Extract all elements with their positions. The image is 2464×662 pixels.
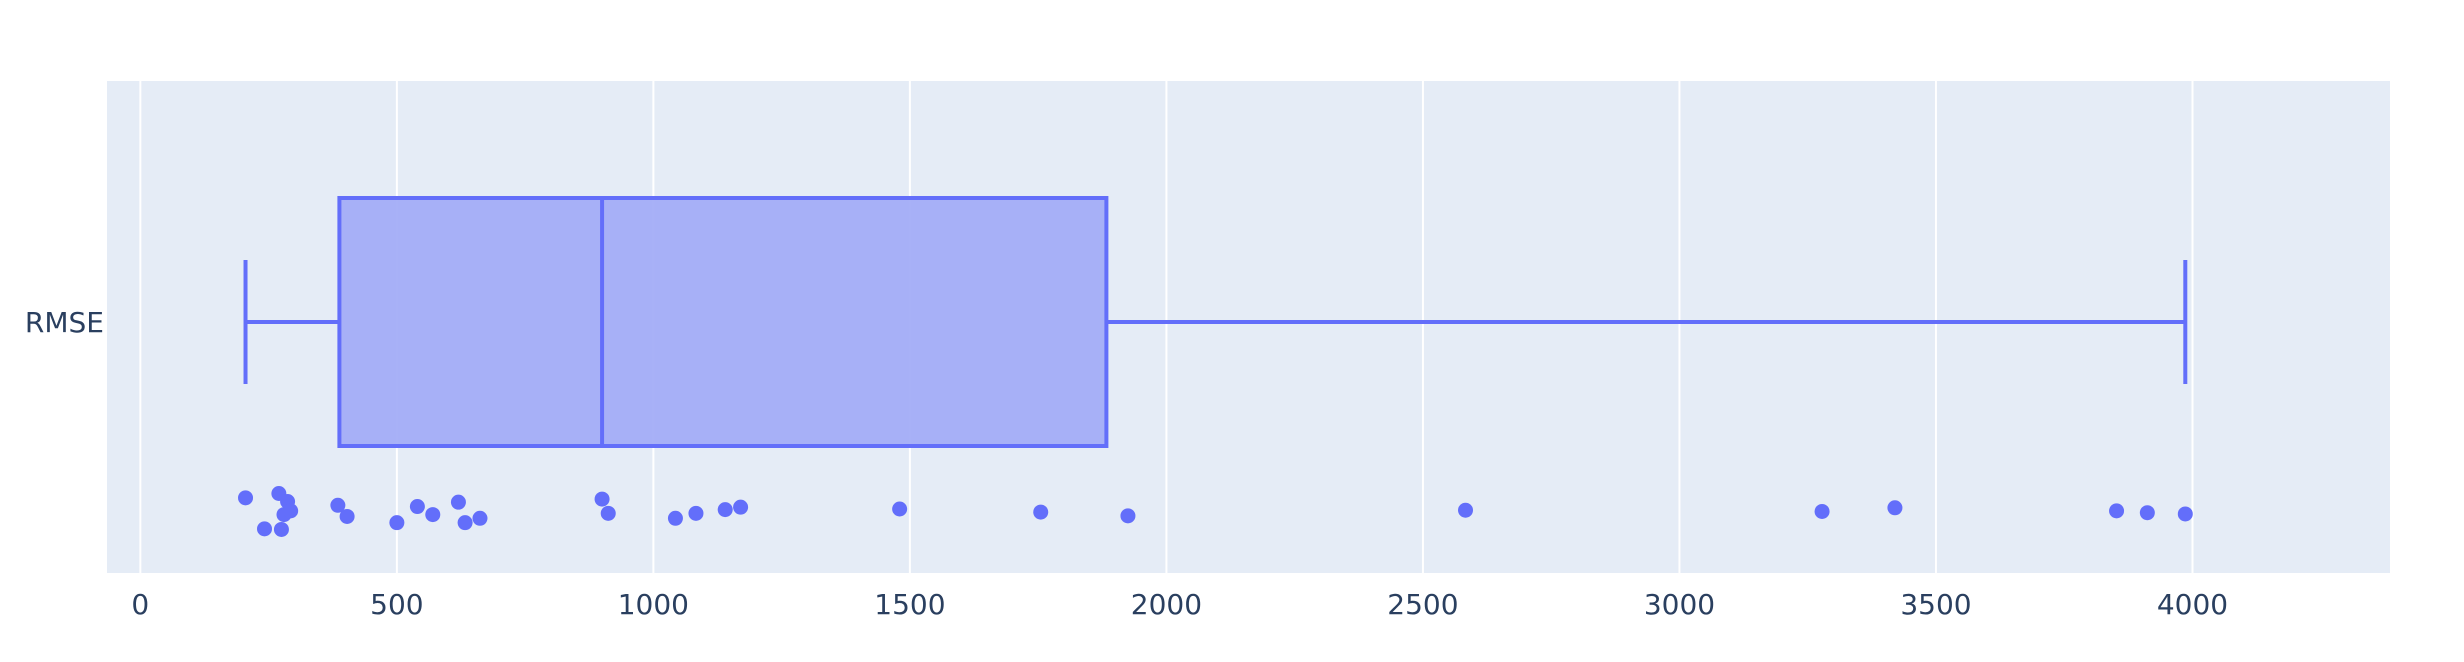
x-tick-label: 0 [131, 588, 149, 621]
data-point [425, 507, 441, 523]
data-point [450, 494, 466, 510]
data-point [273, 521, 289, 537]
data-point [717, 502, 733, 518]
data-point [1814, 503, 1830, 519]
data-point [409, 499, 425, 515]
x-axis-tick-labels: 0 500 1000 1500 2000 2500 3000 3500 4000 [131, 588, 2228, 621]
x-tick-label: 1500 [874, 588, 945, 621]
x-tick-label: 1000 [618, 588, 689, 621]
x-tick-label: 2500 [1387, 588, 1458, 621]
data-point [389, 515, 405, 531]
data-point [600, 505, 616, 521]
data-points [238, 486, 2193, 537]
box-trace [243, 196, 2188, 448]
x-tick-label: 4000 [2157, 588, 2228, 621]
data-point [2109, 503, 2125, 519]
x-tick-label: 500 [370, 588, 423, 621]
data-point [472, 510, 488, 526]
data-point [283, 503, 299, 519]
x-tick-label: 2000 [1131, 588, 1202, 621]
data-point [457, 515, 473, 531]
data-point [1887, 500, 1903, 516]
data-point [2139, 505, 2155, 521]
data-point [330, 497, 346, 513]
data-point [2177, 506, 2193, 522]
data-point [688, 505, 704, 521]
data-point [594, 491, 610, 507]
data-point [257, 521, 273, 537]
data-point [238, 490, 254, 506]
data-point [1458, 502, 1474, 518]
data-point [667, 510, 683, 526]
category-label: RMSE [25, 306, 104, 339]
data-point [892, 501, 908, 517]
x-tick-label: 3500 [1900, 588, 1971, 621]
data-point [733, 499, 749, 515]
data-point [339, 508, 355, 524]
x-tick-label: 3000 [1644, 588, 1715, 621]
data-point [1120, 508, 1136, 524]
data-point [1033, 504, 1049, 520]
box-iqr [337, 196, 1109, 448]
